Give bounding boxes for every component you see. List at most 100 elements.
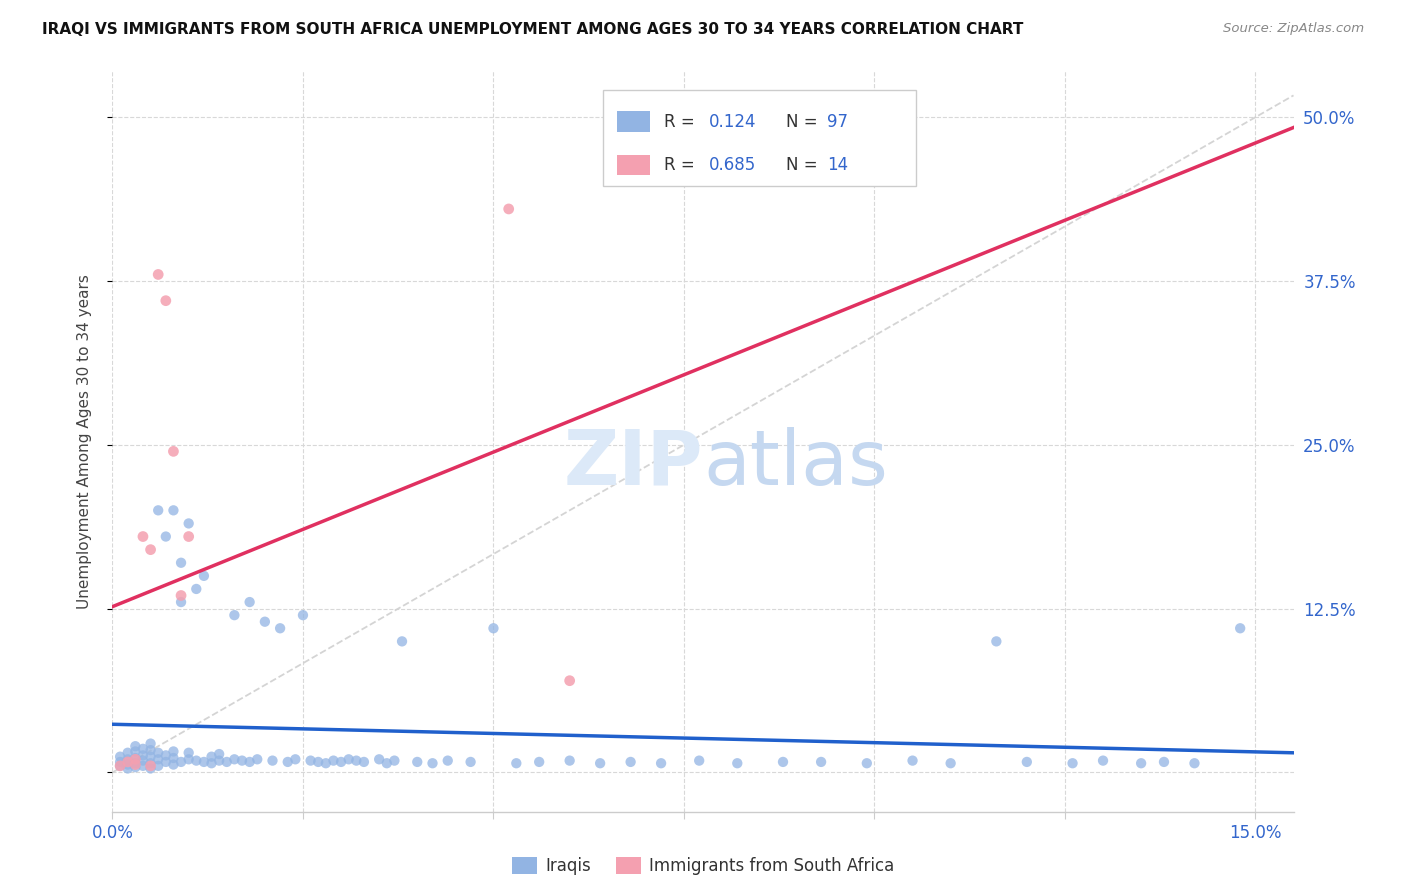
Point <box>139 749 162 764</box>
Point <box>239 595 262 609</box>
Point <box>108 759 131 773</box>
Point <box>299 754 322 768</box>
Point <box>139 743 162 757</box>
Point <box>284 752 307 766</box>
Point <box>353 755 375 769</box>
Text: N =: N = <box>786 112 823 130</box>
Point <box>772 755 794 769</box>
Point <box>262 754 284 768</box>
Point <box>148 752 170 766</box>
Text: 14: 14 <box>827 156 848 174</box>
Point <box>1062 756 1084 771</box>
Point <box>725 756 748 771</box>
Point <box>162 751 184 765</box>
Point <box>117 755 139 769</box>
Point <box>177 746 200 760</box>
Y-axis label: Unemployment Among Ages 30 to 34 years: Unemployment Among Ages 30 to 34 years <box>77 274 91 609</box>
Point <box>986 634 1008 648</box>
Point <box>208 747 231 761</box>
Text: IRAQI VS IMMIGRANTS FROM SOUTH AFRICA UNEMPLOYMENT AMONG AGES 30 TO 34 YEARS COR: IRAQI VS IMMIGRANTS FROM SOUTH AFRICA UN… <box>42 22 1024 37</box>
Point <box>162 744 184 758</box>
Point <box>193 569 215 583</box>
Point <box>186 754 208 768</box>
Point <box>391 634 413 648</box>
Point <box>155 755 177 769</box>
Point <box>108 759 131 773</box>
FancyBboxPatch shape <box>603 90 915 186</box>
Point <box>939 756 962 771</box>
Point <box>810 755 832 769</box>
Point <box>162 757 184 772</box>
Point <box>215 755 238 769</box>
Point <box>620 755 643 769</box>
Point <box>177 752 200 766</box>
Point <box>139 542 162 557</box>
Point <box>117 762 139 776</box>
Point <box>186 582 208 596</box>
Point <box>1130 756 1153 771</box>
Point <box>344 754 367 768</box>
Point <box>901 754 924 768</box>
Point <box>148 759 170 773</box>
Text: Source: ZipAtlas.com: Source: ZipAtlas.com <box>1223 22 1364 36</box>
FancyBboxPatch shape <box>617 154 650 176</box>
Text: N =: N = <box>786 156 823 174</box>
Point <box>170 755 193 769</box>
Point <box>224 608 246 623</box>
Point <box>231 754 253 768</box>
Point <box>162 444 184 458</box>
Point <box>155 748 177 763</box>
Point <box>1184 756 1206 771</box>
Point <box>330 755 353 769</box>
Text: atlas: atlas <box>703 426 887 500</box>
Point <box>498 202 520 216</box>
Point <box>155 293 177 308</box>
Point <box>1015 755 1038 769</box>
Point <box>1153 755 1175 769</box>
Point <box>132 741 155 756</box>
Point <box>224 752 246 766</box>
Point <box>482 621 505 635</box>
Point <box>406 755 429 769</box>
Text: 0.124: 0.124 <box>709 112 756 130</box>
Point <box>124 756 146 771</box>
Point <box>558 754 581 768</box>
Text: 97: 97 <box>827 112 848 130</box>
Text: 0.685: 0.685 <box>709 156 756 174</box>
Point <box>253 615 276 629</box>
Point <box>155 530 177 544</box>
Point <box>108 749 131 764</box>
Point <box>505 756 527 771</box>
Point <box>170 595 193 609</box>
Point <box>277 755 299 769</box>
Point <box>384 754 406 768</box>
Point <box>375 756 398 771</box>
Point <box>162 503 184 517</box>
Point <box>307 755 329 769</box>
Point <box>246 752 269 766</box>
Point <box>124 757 146 772</box>
Point <box>688 754 710 768</box>
Point <box>148 268 170 282</box>
Point <box>108 755 131 769</box>
Point <box>139 762 162 776</box>
Point <box>589 756 612 771</box>
Point <box>337 752 360 766</box>
Point <box>1092 754 1115 768</box>
Point <box>177 516 200 531</box>
Point <box>856 756 879 771</box>
Point <box>193 755 215 769</box>
Point <box>208 754 231 768</box>
Point <box>139 737 162 751</box>
Point <box>117 752 139 766</box>
Point <box>1229 621 1251 635</box>
Point <box>139 756 162 771</box>
Text: R =: R = <box>664 156 700 174</box>
Point <box>132 754 155 768</box>
Point <box>436 754 458 768</box>
Text: ZIP: ZIP <box>564 426 703 500</box>
FancyBboxPatch shape <box>617 112 650 132</box>
Point <box>132 530 155 544</box>
Point <box>139 759 162 773</box>
Point <box>177 530 200 544</box>
